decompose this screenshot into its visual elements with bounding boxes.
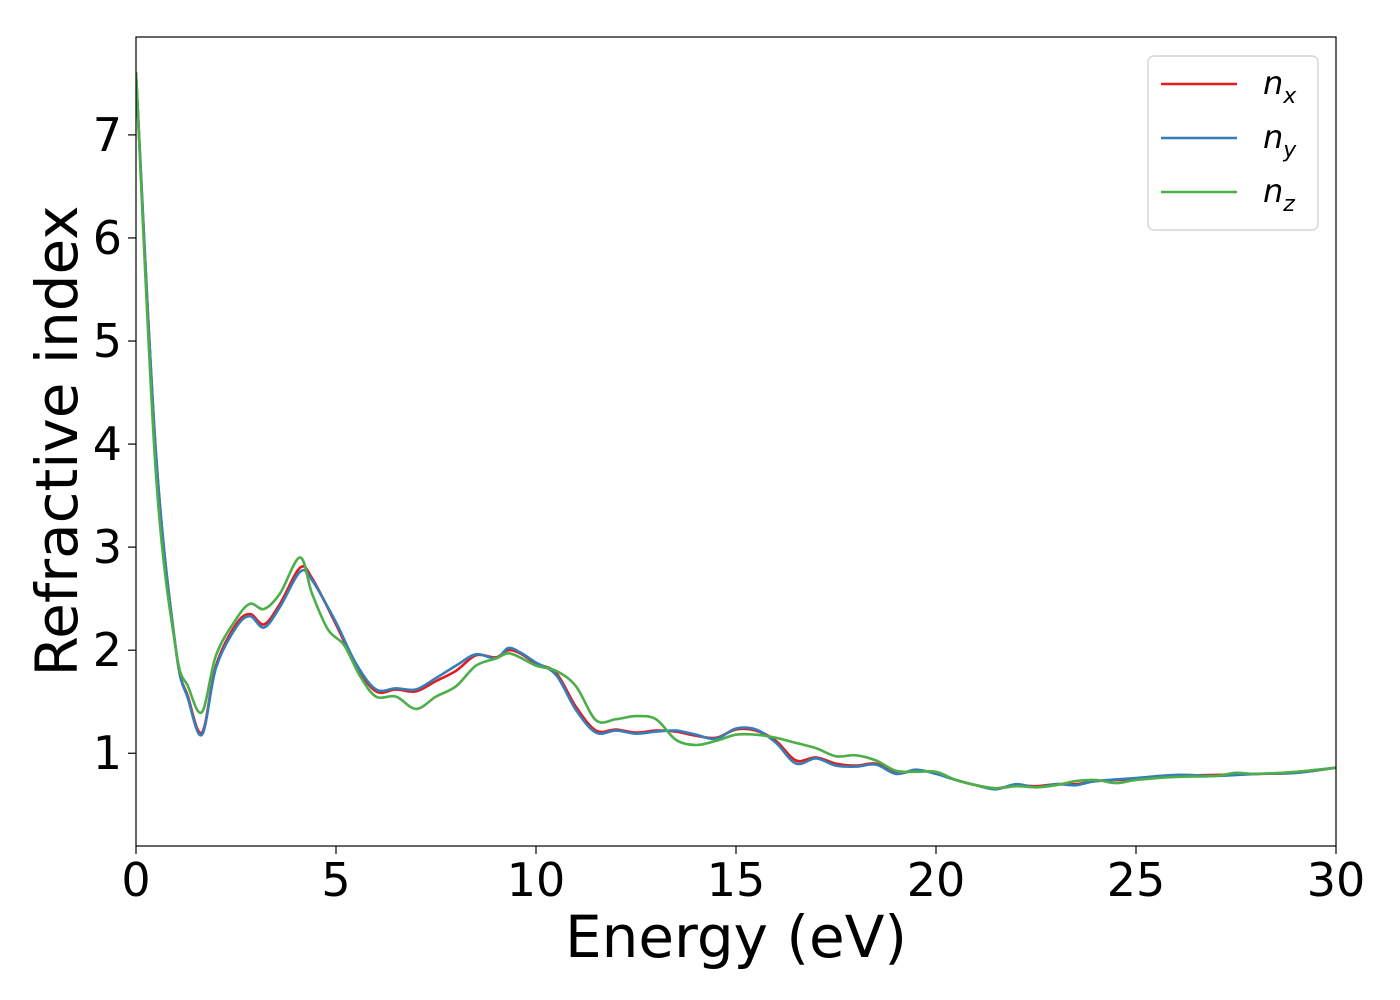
series-layer [136,71,1336,791]
series-line-z [136,71,1336,790]
x-tick-label: 15 [707,853,766,907]
legend-box [1147,55,1319,231]
y-tick-label: 1 [93,726,122,780]
y-tick-label: 3 [93,520,122,574]
x-tick-label: 5 [321,853,350,907]
x-tick-label: 0 [121,853,150,907]
y-axis-title: Refractive index [23,205,91,676]
y-tick-label: 5 [93,314,122,368]
y-axis: 1 2 3 4 5 6 7 [93,108,136,780]
x-tick-label: 20 [907,853,966,907]
x-tick-label: 10 [507,853,566,907]
x-axis-title: Energy (eV) [565,903,907,971]
x-axis: 0 5 10 15 20 25 30 [121,846,1365,907]
x-tick-label: 25 [1107,853,1166,907]
x-tick-label: 30 [1307,853,1366,907]
y-tick-label: 6 [93,211,122,265]
y-tick-label: 4 [93,417,122,471]
y-tick-label: 7 [93,108,122,162]
series-line-y [136,71,1336,791]
y-tick-label: 2 [93,623,122,677]
